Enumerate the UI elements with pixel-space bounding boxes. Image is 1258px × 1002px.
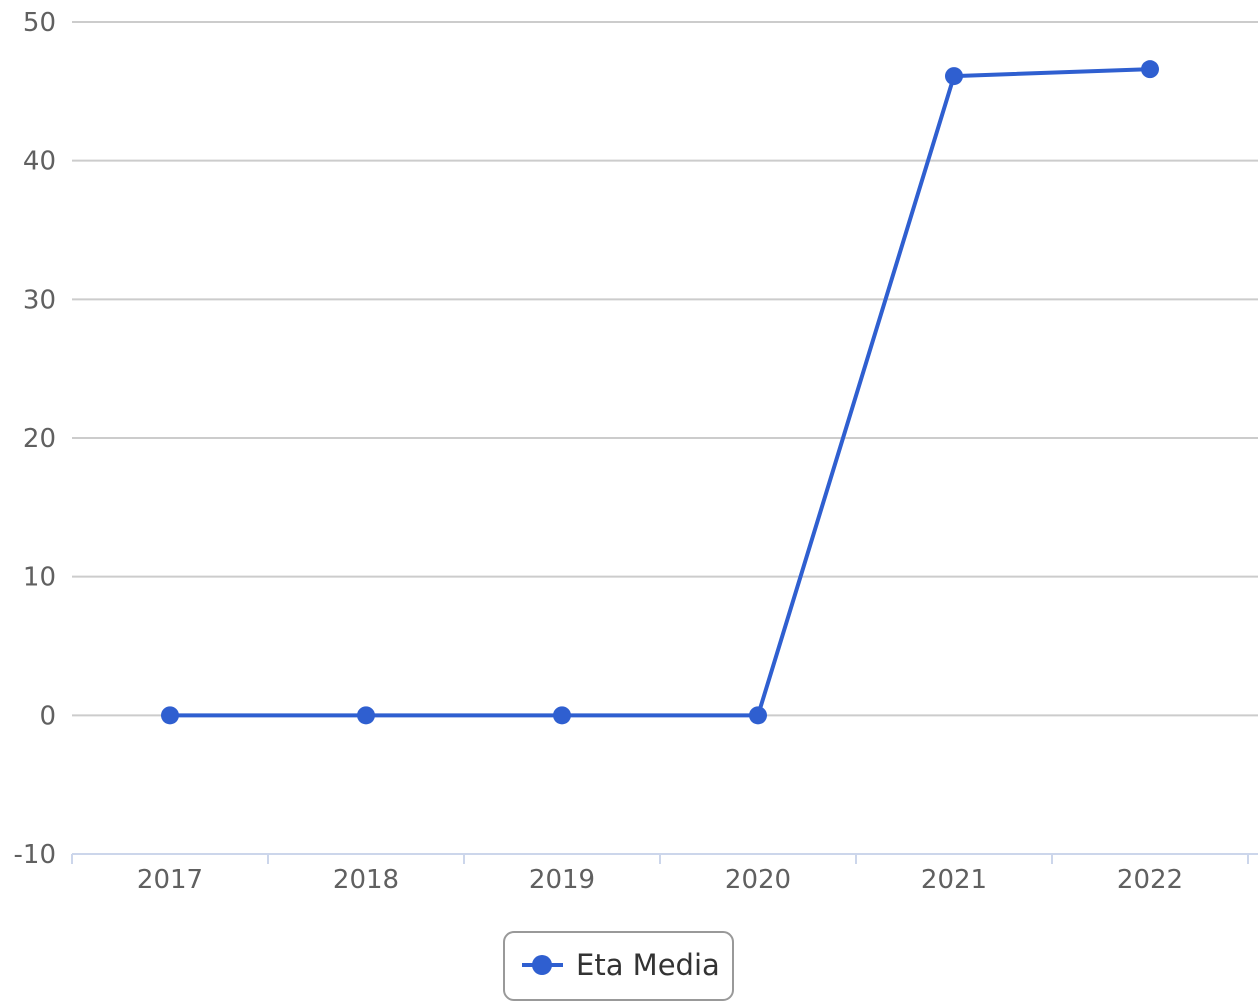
data-point[interactable]: [945, 67, 963, 86]
x-tick-label: 2021: [921, 865, 987, 895]
y-tick-label: 10: [23, 563, 56, 593]
data-point[interactable]: [161, 706, 179, 725]
grid-lines: [72, 21, 1258, 717]
series-line: [170, 67, 1151, 718]
data-point[interactable]: [1141, 60, 1159, 79]
x-tick-label: 2019: [529, 865, 595, 895]
y-tick-label: 20: [23, 424, 56, 454]
legend-item-eta-media[interactable]: Eta Media: [576, 948, 720, 982]
series-eta-media: [161, 60, 1159, 725]
data-point[interactable]: [749, 706, 767, 725]
y-tick-label: 30: [23, 285, 56, 315]
data-point[interactable]: [553, 706, 571, 725]
x-tick-label: 2017: [137, 865, 203, 895]
x-tick-label: 2020: [725, 865, 791, 895]
y-tick-label: 40: [23, 147, 56, 177]
legend[interactable]: Eta Media: [503, 931, 734, 1001]
x-tick-label: 2022: [1117, 865, 1183, 895]
legend-marker-icon: [532, 955, 552, 975]
y-tick-label: -10: [14, 840, 56, 870]
x-axis-ticks: 2017 2018 2019 2020 2021 2022: [137, 865, 1183, 895]
y-axis-ticks: -10 0 10 20 30 40 50: [14, 8, 56, 870]
legend-box: [503, 931, 734, 1001]
data-point[interactable]: [357, 706, 375, 725]
y-tick-label: 0: [39, 701, 56, 731]
x-axis: [71, 853, 1258, 864]
y-tick-label: 50: [23, 8, 56, 38]
x-tick-label: 2018: [333, 865, 399, 895]
